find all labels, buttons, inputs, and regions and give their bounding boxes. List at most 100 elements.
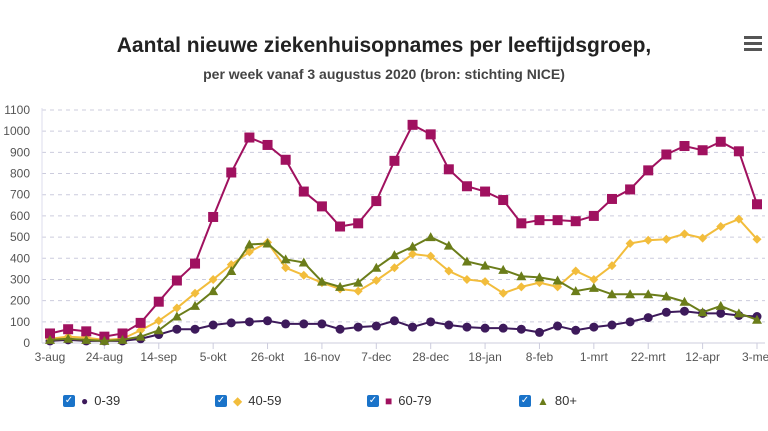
data-point-80+ xyxy=(45,334,55,344)
x-tick-label: 1-mrt xyxy=(580,350,609,364)
checkbox-checked-icon[interactable]: ✓ xyxy=(519,394,531,407)
data-point-80+ xyxy=(697,307,708,317)
data-point-80+ xyxy=(552,275,563,285)
data-point-80+ xyxy=(353,277,364,287)
data-point-0-39 xyxy=(625,317,635,327)
series-line-80+ xyxy=(49,235,758,342)
legend-item-60-79[interactable]: ✓ ■ 60-79 xyxy=(367,393,432,408)
data-point-40-59 xyxy=(498,288,508,298)
data-point-40-59 xyxy=(371,276,381,286)
data-point-80+ xyxy=(661,291,672,301)
data-point-80+ xyxy=(570,286,581,296)
data-point-40-59 xyxy=(208,274,218,284)
y-tick-label: 400 xyxy=(10,251,30,265)
triangle-marker-icon: ▲ xyxy=(537,393,549,408)
data-point-60-79 xyxy=(461,181,472,192)
data-point-80+ xyxy=(208,286,219,296)
data-point-40-59 xyxy=(353,286,363,296)
x-tick-label: 24-aug xyxy=(86,350,123,364)
data-point-80+ xyxy=(588,282,599,292)
data-point-80+ xyxy=(117,334,128,344)
data-point-80+ xyxy=(733,308,744,318)
data-point-60-79 xyxy=(606,193,617,204)
data-point-60-79 xyxy=(171,275,182,286)
legend-item-40-59[interactable]: ✓ ◆ 40-59 xyxy=(215,393,281,408)
data-point-60-79 xyxy=(552,215,563,226)
data-point-0-39 xyxy=(516,324,526,334)
hamburger-menu-icon[interactable] xyxy=(744,36,762,52)
data-point-40-59 xyxy=(136,325,146,335)
data-point-80+ xyxy=(99,335,110,345)
diamond-marker-icon: ◆ xyxy=(233,393,243,408)
x-tick-label: 18-jan xyxy=(468,350,501,364)
data-point-60-79 xyxy=(117,328,128,339)
data-point-80+ xyxy=(516,271,527,281)
data-point-40-59 xyxy=(698,233,708,243)
x-tick-label: 3-aug xyxy=(35,350,66,364)
data-point-60-79 xyxy=(661,149,672,160)
data-point-60-79 xyxy=(371,196,382,207)
checkbox-checked-icon[interactable]: ✓ xyxy=(367,394,379,407)
data-point-80+ xyxy=(625,289,636,299)
data-point-80+ xyxy=(244,239,255,249)
data-point-40-59 xyxy=(679,229,689,239)
data-point-0-39 xyxy=(444,320,454,330)
data-point-40-59 xyxy=(589,274,599,284)
legend-label: 60-79 xyxy=(398,393,432,408)
data-point-0-39 xyxy=(263,316,273,326)
data-point-60-79 xyxy=(498,195,509,206)
data-point-60-79 xyxy=(45,328,55,339)
data-point-60-79 xyxy=(335,221,346,232)
data-point-80+ xyxy=(498,264,509,274)
series-line-40-59 xyxy=(49,217,758,341)
y-tick-label: 900 xyxy=(10,145,30,159)
data-point-80+ xyxy=(153,325,164,335)
data-point-40-59 xyxy=(244,247,254,257)
data-point-80+ xyxy=(461,256,472,266)
data-point-80+ xyxy=(425,232,436,242)
checkbox-checked-icon[interactable]: ✓ xyxy=(215,394,227,407)
data-point-60-79 xyxy=(570,216,581,227)
data-point-0-39 xyxy=(643,313,653,323)
x-tick-label: 5-okt xyxy=(200,350,227,364)
data-point-0-39 xyxy=(426,317,436,327)
data-point-60-79 xyxy=(643,165,654,176)
data-point-80+ xyxy=(226,265,237,275)
data-point-60-79 xyxy=(534,215,545,226)
data-point-60-79 xyxy=(226,167,237,178)
data-point-0-39 xyxy=(716,308,726,318)
data-point-60-79 xyxy=(153,296,164,307)
data-point-80+ xyxy=(190,300,201,310)
data-point-60-79 xyxy=(733,146,744,157)
data-point-60-79 xyxy=(63,324,74,335)
square-marker-icon: ■ xyxy=(385,393,393,408)
legend-item-80+[interactable]: ✓ ▲ 80+ xyxy=(519,393,577,408)
data-point-80+ xyxy=(407,241,418,251)
data-point-80+ xyxy=(443,240,454,250)
data-point-60-79 xyxy=(135,317,146,328)
data-point-60-79 xyxy=(190,258,201,269)
data-point-0-39 xyxy=(389,316,399,326)
legend-label: 40-59 xyxy=(248,393,282,408)
x-tick-label: 3-mei xyxy=(742,350,768,364)
data-point-40-59 xyxy=(716,222,726,231)
y-tick-label: 1000 xyxy=(3,124,30,138)
data-point-60-79 xyxy=(208,211,219,222)
y-tick-label: 500 xyxy=(10,230,30,244)
data-point-40-59 xyxy=(408,249,418,259)
y-tick-label: 800 xyxy=(10,167,30,181)
data-point-0-39 xyxy=(371,321,381,331)
data-point-0-39 xyxy=(281,319,291,329)
data-point-0-39 xyxy=(335,324,345,334)
data-point-80+ xyxy=(480,260,491,270)
legend-item-0-39[interactable]: ✓ ● 0-39 xyxy=(63,393,120,408)
data-point-80+ xyxy=(389,250,400,260)
data-point-0-39 xyxy=(480,323,490,333)
series-line-0-39 xyxy=(49,310,758,342)
data-point-0-39 xyxy=(462,322,472,332)
data-point-60-79 xyxy=(389,155,400,166)
data-point-60-79 xyxy=(697,145,708,156)
checkbox-checked-icon[interactable]: ✓ xyxy=(63,394,75,407)
x-tick-label: 28-dec xyxy=(412,350,449,364)
